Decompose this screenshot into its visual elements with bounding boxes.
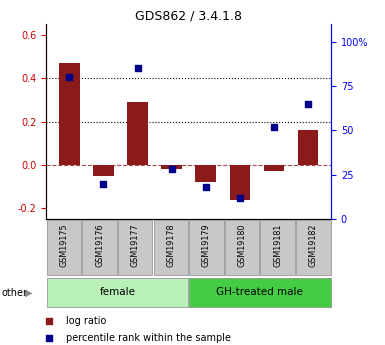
- Bar: [196, 165, 216, 182]
- Text: GSM19178: GSM19178: [166, 224, 175, 267]
- Point: [297, 260, 303, 266]
- Point: [237, 195, 243, 200]
- Bar: [47, 220, 81, 275]
- Text: GSM19180: GSM19180: [238, 224, 246, 267]
- Bar: [189, 278, 331, 307]
- Bar: [296, 220, 331, 275]
- Point: [66, 75, 72, 80]
- Point: [297, 111, 303, 117]
- Bar: [161, 165, 182, 169]
- Text: GSM19179: GSM19179: [202, 224, 211, 267]
- Text: percentile rank within the sample: percentile rank within the sample: [65, 333, 231, 343]
- Point: [305, 101, 311, 107]
- Point: [203, 185, 209, 190]
- Text: log ratio: log ratio: [65, 316, 106, 326]
- Bar: [93, 165, 114, 176]
- Point: [169, 167, 175, 172]
- Text: GSM19181: GSM19181: [273, 224, 282, 267]
- Point: [134, 66, 141, 71]
- Point: [271, 124, 277, 130]
- Bar: [189, 220, 224, 275]
- Text: GH-treated male: GH-treated male: [216, 287, 303, 297]
- Text: GSM19177: GSM19177: [131, 224, 140, 267]
- Text: other: other: [2, 288, 28, 297]
- Bar: [82, 220, 117, 275]
- Bar: [298, 130, 318, 165]
- Text: ▶: ▶: [25, 288, 32, 298]
- Title: GDS862 / 3.4.1.8: GDS862 / 3.4.1.8: [135, 10, 242, 23]
- Text: GSM19176: GSM19176: [95, 224, 104, 267]
- Bar: [154, 220, 188, 275]
- Text: GSM19182: GSM19182: [309, 224, 318, 267]
- Bar: [264, 165, 284, 171]
- Text: GSM19175: GSM19175: [60, 224, 69, 267]
- Bar: [59, 63, 80, 165]
- Text: female: female: [99, 287, 136, 297]
- Bar: [47, 278, 188, 307]
- Bar: [127, 102, 148, 165]
- Bar: [260, 220, 295, 275]
- Point: [100, 181, 107, 186]
- Bar: [225, 220, 259, 275]
- Bar: [229, 165, 250, 199]
- Bar: [118, 220, 152, 275]
